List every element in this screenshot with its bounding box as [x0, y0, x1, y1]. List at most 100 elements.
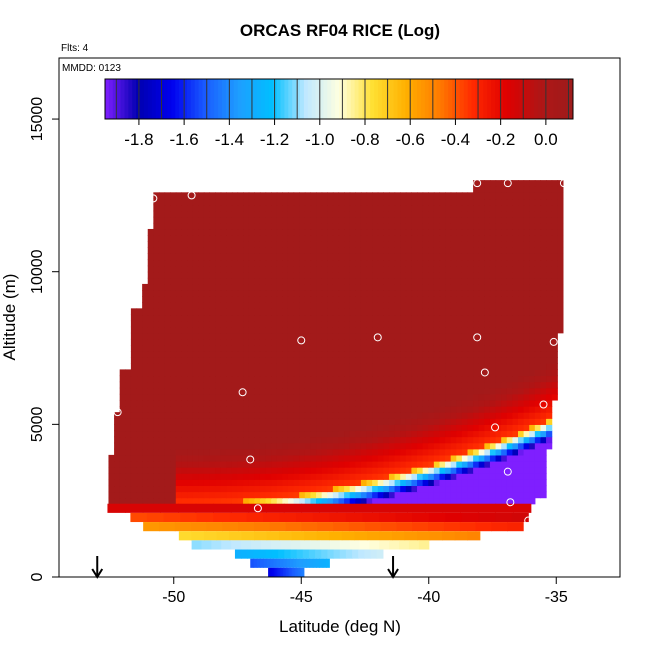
- heatmap-cell: [360, 381, 368, 389]
- heatmap-cell: [433, 375, 441, 383]
- heatmap-cell: [192, 351, 199, 358]
- heatmap-cell: [316, 235, 323, 242]
- heatmap-cell: [259, 283, 267, 291]
- heatmap-cell: [187, 204, 194, 212]
- heatmap-cell: [551, 180, 558, 187]
- heatmap-cell: [540, 283, 547, 291]
- heatmap-cell: [512, 399, 519, 407]
- heatmap-cell: [209, 302, 216, 309]
- heatmap-cell: [130, 320, 138, 328]
- heatmap-cell: [265, 363, 272, 370]
- heatmap-cell: [203, 265, 211, 273]
- heatmap-cell: [411, 326, 418, 334]
- heatmap-cell: [327, 320, 334, 328]
- heatmap-cell: [506, 222, 513, 230]
- heatmap-cell: [360, 277, 368, 285]
- heatmap-cell: [366, 393, 373, 401]
- colorbar-cell: [479, 79, 484, 119]
- heatmap-cell: [411, 448, 418, 456]
- heatmap-cell: [287, 473, 295, 480]
- heatmap-cell: [192, 381, 199, 389]
- heatmap-cell: [142, 497, 149, 505]
- heatmap-cell: [366, 399, 373, 407]
- heatmap-cell: [377, 454, 384, 462]
- heatmap-cell: [293, 406, 300, 413]
- heatmap-cell: [153, 485, 160, 493]
- heatmap-cell: [473, 424, 480, 432]
- heatmap-cell: [237, 192, 244, 200]
- heatmap-cell: [310, 448, 317, 456]
- heatmap-cell: [388, 436, 396, 444]
- heatmap-cell: [259, 265, 267, 273]
- heatmap-cell: [136, 448, 143, 456]
- heatmap-cell: [461, 467, 469, 474]
- heatmap-cell: [226, 375, 233, 383]
- heatmap-cell: [461, 399, 469, 407]
- heatmap-cell: [243, 375, 250, 383]
- heatmap-cell: [506, 204, 513, 212]
- heatmap-cell: [299, 399, 306, 407]
- heatmap-cell: [428, 418, 435, 425]
- heatmap-cell: [473, 186, 480, 193]
- heatmap-cell: [512, 192, 519, 200]
- heatmap-cell: [316, 424, 323, 432]
- heatmap-cell: [422, 338, 429, 346]
- heatmap-cell: [523, 247, 530, 254]
- heatmap-cell: [316, 363, 323, 370]
- heatmap-cell: [164, 479, 171, 487]
- heatmap-cell: [512, 210, 519, 218]
- heatmap-cell: [344, 363, 351, 370]
- heatmap-cell: [467, 302, 474, 309]
- heatmap-cell: [226, 216, 233, 224]
- heatmap-cell: [215, 247, 222, 254]
- heatmap-cell: [332, 436, 340, 444]
- heatmap-cell: [310, 332, 317, 340]
- heatmap-cell: [175, 387, 182, 395]
- heatmap-cell: [518, 290, 525, 297]
- heatmap-cell: [316, 204, 323, 212]
- heatmap-cell: [263, 558, 268, 568]
- heatmap-cell: [551, 222, 558, 230]
- heatmap-cell: [271, 460, 278, 468]
- colorbar-cell: [206, 79, 211, 119]
- heatmap-cell: [366, 247, 373, 254]
- heatmap-cell: [388, 460, 396, 468]
- heatmap-cell: [523, 320, 530, 328]
- heatmap-cell: [523, 228, 530, 236]
- heatmap-cell: [209, 375, 216, 383]
- heatmap-cell: [366, 302, 373, 309]
- heatmap-cell: [271, 235, 278, 242]
- heatmap-cell: [265, 344, 272, 352]
- heatmap-cell: [299, 259, 306, 267]
- heatmap-cell: [158, 216, 166, 224]
- heatmap-cell: [400, 479, 407, 487]
- heatmap-cell: [417, 332, 424, 340]
- heatmap-cell: [327, 290, 334, 297]
- heatmap-cell: [501, 351, 508, 358]
- heatmap-cell: [383, 473, 390, 480]
- heatmap-cell: [551, 381, 558, 389]
- heatmap-cell: [327, 204, 334, 212]
- heatmap-cell: [175, 235, 182, 242]
- heatmap-cell: [400, 473, 407, 480]
- heatmap-cell: [271, 302, 278, 309]
- heatmap-cell: [338, 454, 345, 462]
- heatmap-cell: [546, 283, 553, 291]
- heatmap-cell: [557, 198, 564, 206]
- heatmap-cell: [439, 338, 446, 346]
- heatmap-cell: [355, 430, 362, 438]
- heatmap-cell: [349, 204, 356, 212]
- heatmap-cell: [478, 277, 485, 285]
- heatmap-cell: [546, 381, 553, 389]
- heatmap-cell: [467, 467, 474, 474]
- heatmap-cell: [400, 290, 407, 297]
- colorbar-cell: [128, 79, 133, 119]
- heatmap-cell: [478, 406, 485, 413]
- heatmap-cell: [181, 235, 188, 242]
- colorbar-cell: [229, 79, 235, 119]
- heatmap-cell: [237, 204, 244, 212]
- heatmap-cell: [557, 210, 564, 218]
- heatmap-cell: [417, 308, 424, 316]
- heatmap-cell: [309, 558, 314, 568]
- heatmap-cell: [321, 241, 328, 248]
